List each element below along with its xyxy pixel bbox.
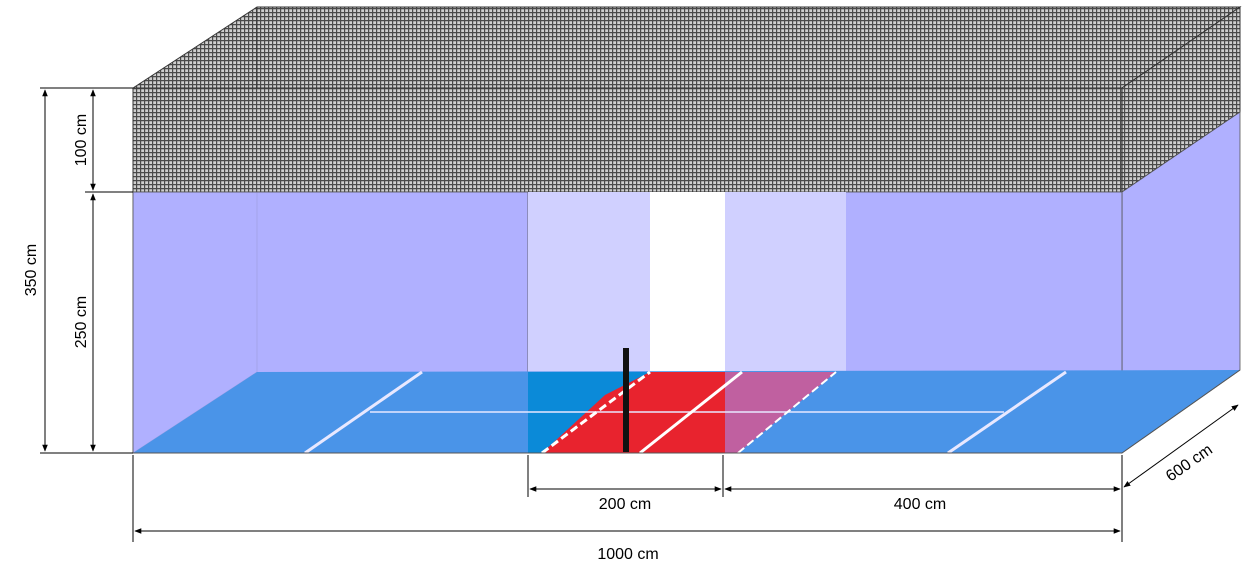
label-600: 600 cm (1163, 441, 1216, 485)
net-front-face (132, 87, 1123, 193)
net-top-surface (131, 6, 1242, 89)
light-panel-right (725, 192, 846, 372)
floor (133, 369, 1241, 455)
court-line-left (304, 370, 423, 455)
net-post (623, 348, 629, 452)
court-line-right (947, 370, 1067, 455)
label-350: 350 cm (23, 244, 40, 296)
court-line-middle (639, 370, 743, 455)
dimension-lines (40, 87, 1239, 542)
label-100: 100 cm (73, 114, 90, 166)
dim-600 (1123, 404, 1239, 488)
label-250: 250 cm (73, 296, 90, 348)
court-dash-left (541, 370, 651, 455)
label-400: 400 cm (894, 496, 946, 513)
wall-opening (650, 192, 725, 372)
net-enclosure (131, 6, 1242, 193)
court-dash-right (737, 371, 837, 454)
label-1000: 1000 cm (597, 546, 658, 563)
light-panel-left (528, 192, 650, 372)
label-200: 200 cm (599, 496, 651, 513)
